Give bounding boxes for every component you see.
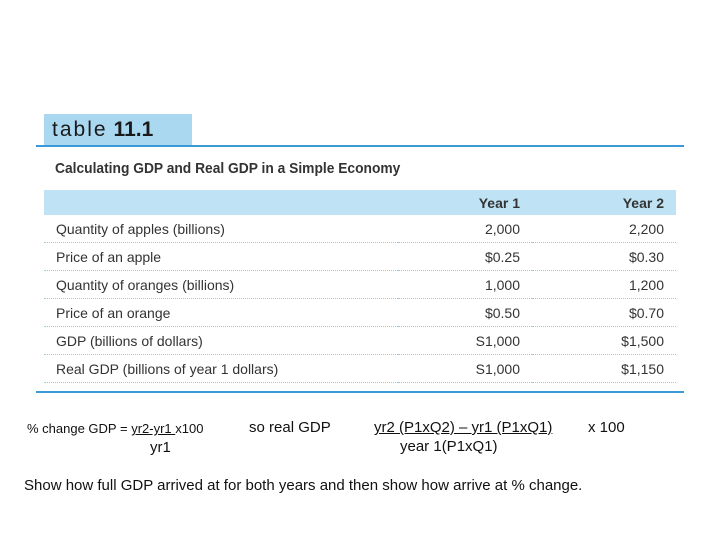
top-rule [36,145,684,147]
formula-numerator: yr2-yr1 [131,421,176,436]
row-label: Price of an orange [44,298,398,327]
row-label: GDP (billions of dollars) [44,326,398,355]
table-row: Quantity of apples (billions) 2,000 2,20… [44,215,676,243]
table-number-tag: table 11.1 [44,114,192,145]
row-year1: $0.50 [398,298,532,327]
formula-prefix: % change GDP = [27,421,132,436]
header-year1: Year 1 [398,190,532,215]
row-year1: 1,000 [398,270,532,299]
row-year1: $0.25 [398,242,532,271]
instruction-text: Show how full GDP arrived at for both ye… [24,477,583,494]
so-real-gdp-text: so real GDP [249,419,331,436]
table-tag-word: table [52,117,108,141]
table-row: Real GDP (billions of year 1 dollars) S1… [44,354,676,383]
row-year2: $0.70 [532,298,676,327]
row-year2: $1,150 [532,354,676,383]
table-row: GDP (billions of dollars) S1,000 $1,500 [44,326,676,355]
table-tag-number: 11.1 [113,117,154,141]
row-year1: S1,000 [398,326,532,355]
gdp-table: Year 1 Year 2 Quantity of apples (billio… [44,190,676,383]
table-row: Price of an orange $0.50 $0.70 [44,298,676,327]
formula-denominator: yr1 [150,439,171,456]
header-year2: Year 2 [532,190,676,215]
row-year2: 1,200 [532,270,676,299]
real-gdp-times: x 100 [588,419,625,436]
table-row: Price of an apple $0.25 $0.30 [44,242,676,271]
row-label: Price of an apple [44,242,398,271]
percent-change-formula: % change GDP = yr2-yr1 x100 [27,421,203,436]
row-year1: S1,000 [398,354,532,383]
table-caption: Calculating GDP and Real GDP in a Simple… [55,160,401,177]
row-label: Real GDP (billions of year 1 dollars) [44,354,398,383]
header-blank [44,190,398,215]
row-year2: 2,200 [532,215,676,243]
row-year2: $1,500 [532,326,676,355]
row-year1: 2,000 [398,215,532,243]
row-label: Quantity of apples (billions) [44,215,398,243]
formula-times: x100 [175,421,204,436]
real-gdp-numerator: yr2 (P1xQ2) – yr1 (P1xQ1) [374,419,553,436]
real-gdp-denominator: year 1(P1xQ1) [400,438,498,455]
row-year2: $0.30 [532,242,676,271]
row-label: Quantity of oranges (billions) [44,270,398,299]
table-row: Quantity of oranges (billions) 1,000 1,2… [44,270,676,299]
bottom-rule [36,391,684,393]
header-row: Year 1 Year 2 [44,190,676,215]
